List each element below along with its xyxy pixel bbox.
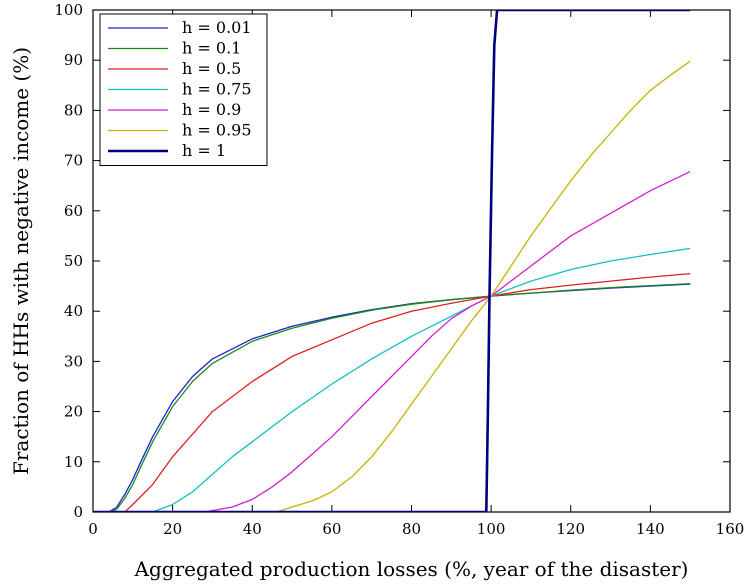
y-tick-label: 70 (64, 152, 83, 170)
x-tick-label: 120 (556, 520, 585, 538)
legend-label-3: h = 0.75 (182, 80, 252, 99)
legend-label-2: h = 0.5 (182, 59, 241, 78)
series-line-4 (93, 171, 691, 512)
legend-label-6: h = 1 (182, 141, 226, 160)
x-tick-label: 0 (88, 520, 98, 538)
x-tick-label: 100 (477, 520, 506, 538)
x-tick-label: 140 (636, 520, 665, 538)
y-axis-title: Fraction of HHs with negative income (%) (9, 47, 33, 475)
y-tick-label: 30 (64, 352, 83, 370)
series-line-1 (93, 282, 691, 512)
y-tick-label: 10 (64, 453, 83, 471)
y-tick-label: 60 (64, 202, 83, 220)
x-tick-label: 80 (402, 520, 421, 538)
legend: h = 0.01 h = 0.1h = 0.5 h = 0.75h = 0.9 h =… (99, 13, 268, 166)
y-tick-label: 90 (64, 51, 83, 69)
x-tick-label: 60 (322, 520, 341, 538)
legend-label-0: h = 0.01 (182, 18, 252, 37)
x-tick-label: 20 (163, 520, 182, 538)
series-line-0 (93, 283, 691, 512)
series-line-6 (93, 10, 691, 512)
series-line-5 (93, 60, 691, 512)
series-line-3 (93, 247, 691, 512)
axis-ticks: 0 20 40 60 80 100 120 140 160 0 10 20 30 40 50 60 70 80 90… (54, 1, 744, 538)
series-lines (93, 10, 691, 512)
legend-label-4: h = 0.9 (182, 100, 241, 119)
legend-label-1: h = 0.1 (182, 39, 241, 58)
x-axis-title: Aggregated production losses (%, year of… (134, 557, 689, 581)
x-tick-label: 40 (243, 520, 262, 538)
y-tick-label: 40 (64, 302, 83, 320)
y-tick-label: 80 (64, 101, 83, 119)
y-tick-label: 100 (54, 1, 83, 19)
y-tick-label: 0 (73, 503, 83, 521)
y-tick-label: 20 (64, 403, 83, 421)
x-tick-label: 160 (716, 520, 745, 538)
series-line-2 (93, 272, 691, 512)
y-tick-label: 50 (64, 252, 83, 270)
legend-label-5: h = 0.95 (182, 121, 252, 140)
